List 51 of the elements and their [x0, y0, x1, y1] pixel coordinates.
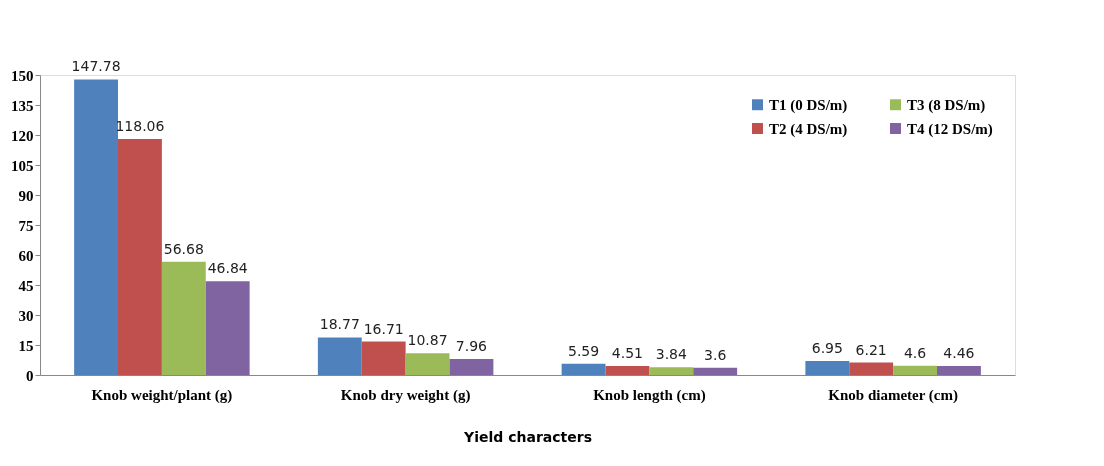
data-label: 4.46: [943, 345, 975, 362]
data-label: 3.6: [704, 346, 727, 363]
data-label: 56.68: [163, 240, 204, 257]
bar: [405, 353, 450, 375]
y-tick-label: 120: [11, 127, 34, 144]
bar: [693, 367, 738, 375]
x-tick-label: Knob diameter (cm): [828, 386, 958, 404]
bar: [118, 138, 162, 375]
legend-label: T4 (12 DS/m): [907, 120, 993, 138]
data-label: 18.77: [319, 316, 360, 333]
legend-label: T1 (0 DS/m): [769, 96, 848, 114]
x-tick-label: Knob weight/plant (g): [91, 386, 233, 404]
bar: [605, 365, 650, 375]
x-tick-label: Knob length (cm): [593, 386, 706, 404]
y-tick-label: 105: [11, 157, 34, 174]
y-tick-label: 45: [18, 277, 34, 294]
bar: [849, 362, 894, 375]
legend-label: T2 (4 DS/m): [769, 120, 848, 138]
data-label: 3.84: [655, 346, 687, 363]
bar: [893, 365, 937, 375]
bar: [805, 361, 850, 375]
x-axis-title: Yield characters: [463, 428, 592, 445]
bar: [937, 366, 981, 375]
legend-label: T3 (8 DS/m): [907, 96, 986, 114]
bar: [449, 359, 494, 375]
data-label: 6.21: [855, 341, 887, 358]
y-tick-label: 135: [11, 97, 34, 114]
data-label: 5.59: [567, 342, 600, 359]
y-tick-label: 90: [18, 187, 34, 204]
bar: [205, 281, 250, 375]
bar: [561, 363, 606, 375]
y-tick-label: 150: [11, 67, 34, 84]
y-tick-label: 0: [26, 367, 34, 384]
y-tick-label: 60: [18, 247, 34, 264]
data-label: 6.95: [811, 340, 843, 357]
data-label: 7.96: [455, 338, 488, 355]
data-label: 16.71: [363, 320, 404, 337]
bar: [74, 79, 118, 375]
x-tick-label: Knob dry weight (g): [340, 386, 471, 404]
bar: [161, 261, 206, 375]
bar: [317, 337, 362, 375]
data-label: 4.6: [903, 344, 927, 361]
y-tick-label: 30: [18, 307, 34, 324]
y-tick-label: 75: [18, 217, 34, 234]
data-label: 147.78: [71, 58, 121, 75]
y-tick-label: 15: [18, 337, 34, 354]
data-label: 10.87: [407, 332, 448, 349]
data-label: 46.84: [207, 260, 248, 277]
bar: [361, 341, 406, 375]
bar: [649, 367, 694, 375]
data-label: 4.51: [611, 344, 644, 361]
